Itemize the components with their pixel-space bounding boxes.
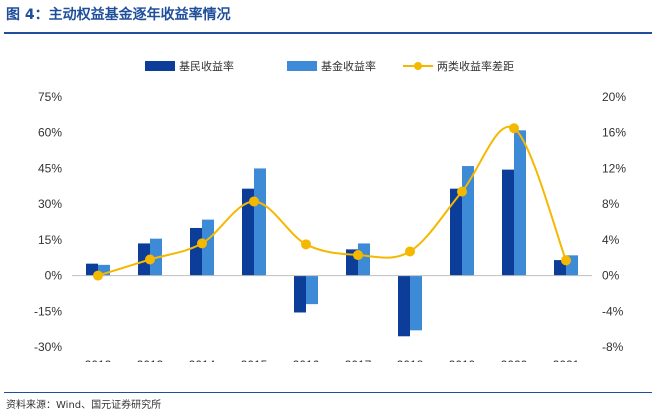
- gap-point: [93, 270, 103, 281]
- bar-series-b: [306, 275, 318, 305]
- bar-series-a: [86, 263, 98, 276]
- legend-swatch-marker: [414, 62, 422, 70]
- right-y-tick-label: 20%: [602, 90, 626, 104]
- left-y-tick-label: -30%: [34, 340, 62, 354]
- gap-line: [97, 125, 567, 277]
- chart: 基民收益率 基金收益率 两类收益率差距 -30% -15% 0% 15% 30% 45% 60%…: [34, 59, 626, 362]
- x-tick-label: 2020: [501, 358, 528, 362]
- x-tick-label: 2019: [449, 358, 476, 362]
- left-y-tick-label: 75%: [38, 90, 62, 104]
- left-y-tick-label: -15%: [34, 304, 62, 318]
- left-y-tick-label: 45%: [38, 161, 62, 175]
- title-rule: [4, 32, 652, 34]
- bar-series-b: [410, 275, 422, 331]
- bar-series-a: [450, 188, 462, 276]
- legend-swatch: [145, 61, 175, 71]
- figure-title: 图 4：主动权益基金逐年收益率情况: [6, 7, 231, 23]
- right-y-tick-label: -4%: [602, 304, 624, 318]
- bar-series-b: [98, 264, 110, 276]
- right-y-tick-label: 0%: [602, 269, 620, 283]
- bar-series-a: [242, 188, 254, 276]
- source-note: 资料来源：Wind、国元证券研究所: [6, 400, 162, 411]
- gap-point: [405, 246, 415, 257]
- right-y-axis: -8% -4% 0% 4% 8% 12% 16% 20%: [602, 90, 626, 354]
- bar-series-b: [254, 168, 266, 276]
- bar-series-b: [514, 130, 526, 276]
- x-tick-label: 2017: [345, 358, 372, 362]
- gap-point: [509, 123, 519, 134]
- legend-swatch: [287, 61, 317, 71]
- legend-label: 两类收益率差距: [437, 59, 514, 73]
- x-tick-label: 2015: [241, 358, 268, 362]
- gap-point: [457, 186, 467, 197]
- bar-series-a: [138, 243, 150, 276]
- x-tick-label: 2016: [293, 358, 320, 362]
- gap-point: [301, 239, 311, 250]
- right-y-tick-label: 12%: [602, 161, 626, 175]
- left-y-tick-label: 15%: [38, 233, 62, 247]
- x-axis-labels: 2012 2013 2014 2015 2016 2017 2018 2019 2020 2021: [85, 358, 580, 362]
- x-tick-label: 2013: [137, 358, 164, 362]
- right-y-tick-label: 8%: [602, 197, 620, 211]
- legend: 基民收益率 基金收益率 两类收益率差距: [145, 59, 514, 73]
- x-tick-label: 2014: [189, 358, 216, 362]
- right-y-tick-label: 4%: [602, 233, 620, 247]
- right-y-tick-label: 16%: [602, 126, 626, 140]
- legend-label: 基民收益率: [179, 59, 234, 73]
- x-tick-label: 2021: [553, 358, 580, 362]
- left-y-axis: -30% -15% 0% 15% 30% 45% 60% 75%: [34, 90, 62, 354]
- gap-point: [561, 255, 571, 266]
- gap-point: [249, 196, 259, 207]
- left-y-tick-label: 60%: [38, 126, 62, 140]
- bar-series-a: [398, 275, 410, 337]
- left-y-tick-label: 30%: [38, 197, 62, 211]
- x-tick-label: 2018: [397, 358, 424, 362]
- bottom-rule: [4, 392, 652, 393]
- legend-label: 基金收益率: [321, 59, 376, 73]
- left-y-tick-label: 0%: [45, 269, 63, 283]
- gap-point: [145, 254, 155, 265]
- x-tick-label: 2012: [85, 358, 112, 362]
- bar-series-a: [502, 169, 514, 276]
- bar-series-b: [202, 219, 214, 276]
- gap-point: [353, 250, 363, 261]
- line-series: [93, 123, 571, 281]
- bar-series: [86, 130, 578, 337]
- bar-series-a: [190, 227, 202, 276]
- gap-point: [197, 238, 207, 249]
- bar-series-a: [294, 275, 306, 313]
- right-y-tick-label: -8%: [602, 340, 624, 354]
